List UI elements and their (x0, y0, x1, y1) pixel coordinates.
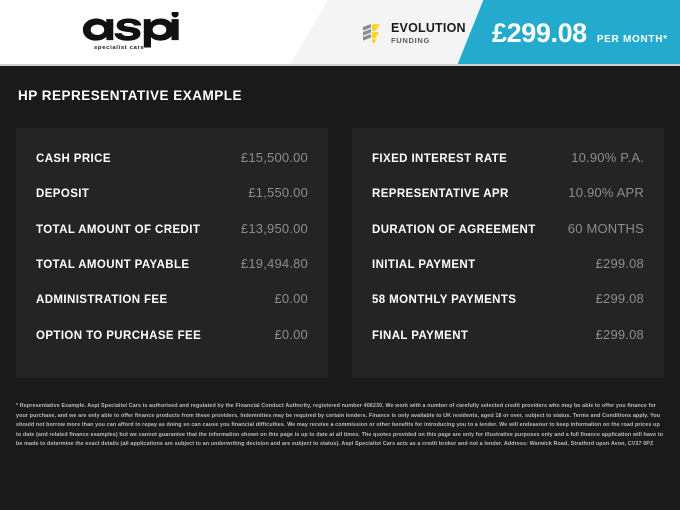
aspi-logo[interactable]: specialist cars (76, 12, 180, 56)
table-row: CASH PRICE £15,500.00 (36, 150, 308, 185)
row-label: FINAL PAYMENT (372, 329, 469, 342)
row-value: £299.08 (595, 255, 644, 271)
row-label: INITIAL PAYMENT (372, 258, 476, 271)
row-value: £0.00 (274, 291, 308, 307)
left-details-panel: CASH PRICE £15,500.00 DEPOSIT £1,550.00 … (16, 128, 328, 378)
right-details-panel: FIXED INTEREST RATE 10.90% P.A. REPRESEN… (352, 128, 664, 378)
page-header: specialist cars EVOLUTION FUNDING (0, 0, 680, 66)
aspi-tagline: specialist cars (94, 45, 145, 51)
table-row: DEPOSIT £1,550.00 (36, 185, 308, 220)
table-row: OPTION TO PURCHASE FEE £0.00 (36, 327, 308, 362)
evolution-name: EVOLUTION (391, 21, 466, 35)
row-value: £299.08 (595, 326, 644, 342)
evolution-chevron-mark-icon (363, 24, 380, 43)
table-row: FIXED INTEREST RATE 10.90% P.A. (372, 150, 644, 185)
row-label: FIXED INTEREST RATE (372, 153, 508, 165)
table-row: REPRESENTATIVE APR 10.90% APR (372, 185, 644, 220)
evolution-funding-text: EVOLUTION FUNDING (391, 22, 466, 44)
table-row: TOTAL AMOUNT PAYABLE £19,494.80 (36, 256, 308, 291)
row-label: ADMINISTRATION FEE (36, 294, 168, 307)
row-value: £15,500.00 (240, 150, 308, 165)
row-value: £13,950.00 (240, 220, 308, 236)
disclaimer-text: * Representative Example. Aspi Specialis… (16, 403, 664, 448)
row-label: TOTAL AMOUNT OF CREDIT (36, 223, 201, 236)
row-label: DURATION OF AGREEMENT (372, 223, 536, 236)
row-label: 58 MONTHLY PAYMENTS (372, 294, 517, 307)
table-row: 58 MONTHLY PAYMENTS £299.08 (372, 291, 644, 326)
row-label: REPRESENTATIVE APR (372, 188, 509, 201)
row-value: 60 MONTHS (567, 220, 644, 236)
row-label: OPTION TO PURCHASE FEE (36, 329, 202, 342)
table-row: TOTAL AMOUNT OF CREDIT £13,950.00 (36, 221, 308, 256)
table-row: FINAL PAYMENT £299.08 (372, 327, 644, 362)
header-teal-wedge (456, 0, 680, 66)
header-bottom-rule (0, 64, 680, 66)
aspi-wordmark-icon (82, 12, 179, 48)
page-title: HP REPRESENTATIVE EXAMPLE (18, 88, 243, 103)
row-value: £299.08 (595, 291, 644, 307)
row-value: 10.90% P.A. (571, 150, 644, 165)
row-value: £1,550.00 (248, 185, 308, 201)
finance-details-panels: CASH PRICE £15,500.00 DEPOSIT £1,550.00 … (16, 128, 664, 378)
row-value: £19,494.80 (240, 255, 308, 271)
table-row: INITIAL PAYMENT £299.08 (372, 256, 644, 291)
row-label: CASH PRICE (36, 153, 111, 165)
table-row: DURATION OF AGREEMENT 60 MONTHS (372, 221, 644, 256)
row-value: £0.00 (274, 326, 308, 342)
evolution-funding-logo[interactable]: EVOLUTION FUNDING (362, 22, 466, 44)
table-row: ADMINISTRATION FEE £0.00 (36, 291, 308, 326)
row-value: 10.90% APR (568, 185, 644, 201)
monthly-price-block: £299.08 PER MONTH* (492, 18, 668, 49)
monthly-price-amount: £299.08 (492, 18, 587, 48)
monthly-price-period: PER MONTH* (596, 34, 668, 45)
row-label: DEPOSIT (36, 188, 90, 201)
evolution-sub: FUNDING (391, 35, 431, 45)
row-label: TOTAL AMOUNT PAYABLE (36, 258, 190, 271)
